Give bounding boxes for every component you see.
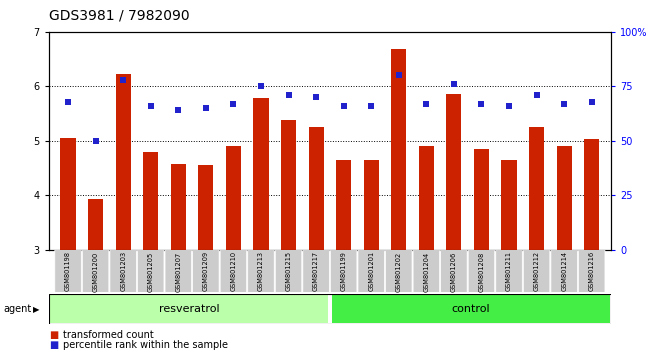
Text: resveratrol: resveratrol bbox=[159, 304, 220, 314]
Point bbox=[394, 73, 404, 78]
Bar bbox=[501, 160, 517, 250]
Text: GSM801198: GSM801198 bbox=[65, 251, 71, 291]
Bar bbox=[391, 49, 406, 250]
Bar bbox=[584, 139, 599, 250]
Text: ■: ■ bbox=[49, 330, 58, 339]
Bar bbox=[171, 164, 186, 250]
Text: GDS3981 / 7982090: GDS3981 / 7982090 bbox=[49, 9, 189, 23]
Point bbox=[559, 101, 569, 107]
Point bbox=[476, 101, 487, 107]
FancyBboxPatch shape bbox=[220, 249, 246, 292]
Point bbox=[283, 92, 294, 98]
Text: GSM801208: GSM801208 bbox=[478, 251, 484, 292]
Bar bbox=[254, 98, 268, 250]
Bar bbox=[60, 138, 75, 250]
Point bbox=[118, 77, 128, 82]
Text: agent: agent bbox=[3, 304, 31, 314]
FancyBboxPatch shape bbox=[551, 249, 577, 292]
FancyBboxPatch shape bbox=[330, 249, 357, 292]
Point bbox=[255, 84, 266, 89]
Text: GSM801206: GSM801206 bbox=[451, 251, 457, 292]
Text: GSM801201: GSM801201 bbox=[368, 251, 374, 291]
FancyBboxPatch shape bbox=[192, 249, 219, 292]
Point bbox=[532, 92, 542, 98]
Point bbox=[421, 101, 432, 107]
FancyBboxPatch shape bbox=[276, 249, 302, 292]
Text: GSM801215: GSM801215 bbox=[285, 251, 292, 291]
Text: control: control bbox=[451, 304, 489, 314]
FancyBboxPatch shape bbox=[83, 249, 109, 292]
Bar bbox=[281, 120, 296, 250]
Text: GSM801209: GSM801209 bbox=[203, 251, 209, 291]
FancyBboxPatch shape bbox=[468, 249, 495, 292]
FancyBboxPatch shape bbox=[385, 249, 412, 292]
FancyBboxPatch shape bbox=[496, 249, 522, 292]
Point bbox=[173, 107, 183, 113]
Point bbox=[90, 138, 101, 144]
Text: percentile rank within the sample: percentile rank within the sample bbox=[63, 340, 228, 350]
Point bbox=[228, 101, 239, 107]
Bar bbox=[198, 165, 213, 250]
Text: GSM801199: GSM801199 bbox=[341, 251, 346, 291]
Point bbox=[586, 99, 597, 104]
Text: GSM801200: GSM801200 bbox=[92, 251, 99, 292]
Text: GSM801211: GSM801211 bbox=[506, 251, 512, 291]
Bar bbox=[474, 149, 489, 250]
Text: GSM801214: GSM801214 bbox=[561, 251, 567, 291]
FancyBboxPatch shape bbox=[578, 249, 605, 292]
Text: GSM801210: GSM801210 bbox=[230, 251, 237, 291]
Bar bbox=[556, 146, 572, 250]
Bar bbox=[332, 295, 610, 323]
Text: GSM801203: GSM801203 bbox=[120, 251, 126, 291]
Text: GSM801205: GSM801205 bbox=[148, 251, 154, 292]
FancyBboxPatch shape bbox=[523, 249, 550, 292]
Text: GSM801202: GSM801202 bbox=[396, 251, 402, 292]
FancyBboxPatch shape bbox=[138, 249, 164, 292]
Bar bbox=[336, 160, 351, 250]
Text: GSM801216: GSM801216 bbox=[589, 251, 595, 291]
Point bbox=[311, 94, 321, 100]
FancyBboxPatch shape bbox=[55, 249, 81, 292]
Bar bbox=[529, 127, 544, 250]
FancyBboxPatch shape bbox=[165, 249, 192, 292]
Text: GSM801204: GSM801204 bbox=[423, 251, 430, 292]
Bar bbox=[419, 146, 434, 250]
Bar bbox=[116, 74, 131, 250]
Bar bbox=[363, 160, 379, 250]
Bar bbox=[88, 199, 103, 250]
Text: transformed count: transformed count bbox=[63, 330, 154, 339]
Text: ■: ■ bbox=[49, 340, 58, 350]
Text: ▶: ▶ bbox=[32, 304, 39, 314]
Bar bbox=[226, 146, 241, 250]
Point bbox=[146, 103, 156, 109]
Bar bbox=[49, 295, 328, 323]
FancyBboxPatch shape bbox=[413, 249, 439, 292]
Bar bbox=[447, 95, 461, 250]
Point bbox=[63, 99, 73, 104]
Point bbox=[201, 105, 211, 111]
Text: GSM801207: GSM801207 bbox=[176, 251, 181, 292]
FancyBboxPatch shape bbox=[303, 249, 330, 292]
FancyBboxPatch shape bbox=[110, 249, 136, 292]
Text: GSM801212: GSM801212 bbox=[534, 251, 540, 291]
Point bbox=[339, 103, 349, 109]
FancyBboxPatch shape bbox=[358, 249, 384, 292]
FancyBboxPatch shape bbox=[248, 249, 274, 292]
Text: GSM801213: GSM801213 bbox=[258, 251, 264, 291]
Point bbox=[366, 103, 376, 109]
Bar bbox=[309, 127, 324, 250]
Point bbox=[504, 103, 514, 109]
FancyBboxPatch shape bbox=[441, 249, 467, 292]
Bar bbox=[143, 152, 159, 250]
Point bbox=[448, 81, 459, 87]
Text: GSM801217: GSM801217 bbox=[313, 251, 319, 291]
